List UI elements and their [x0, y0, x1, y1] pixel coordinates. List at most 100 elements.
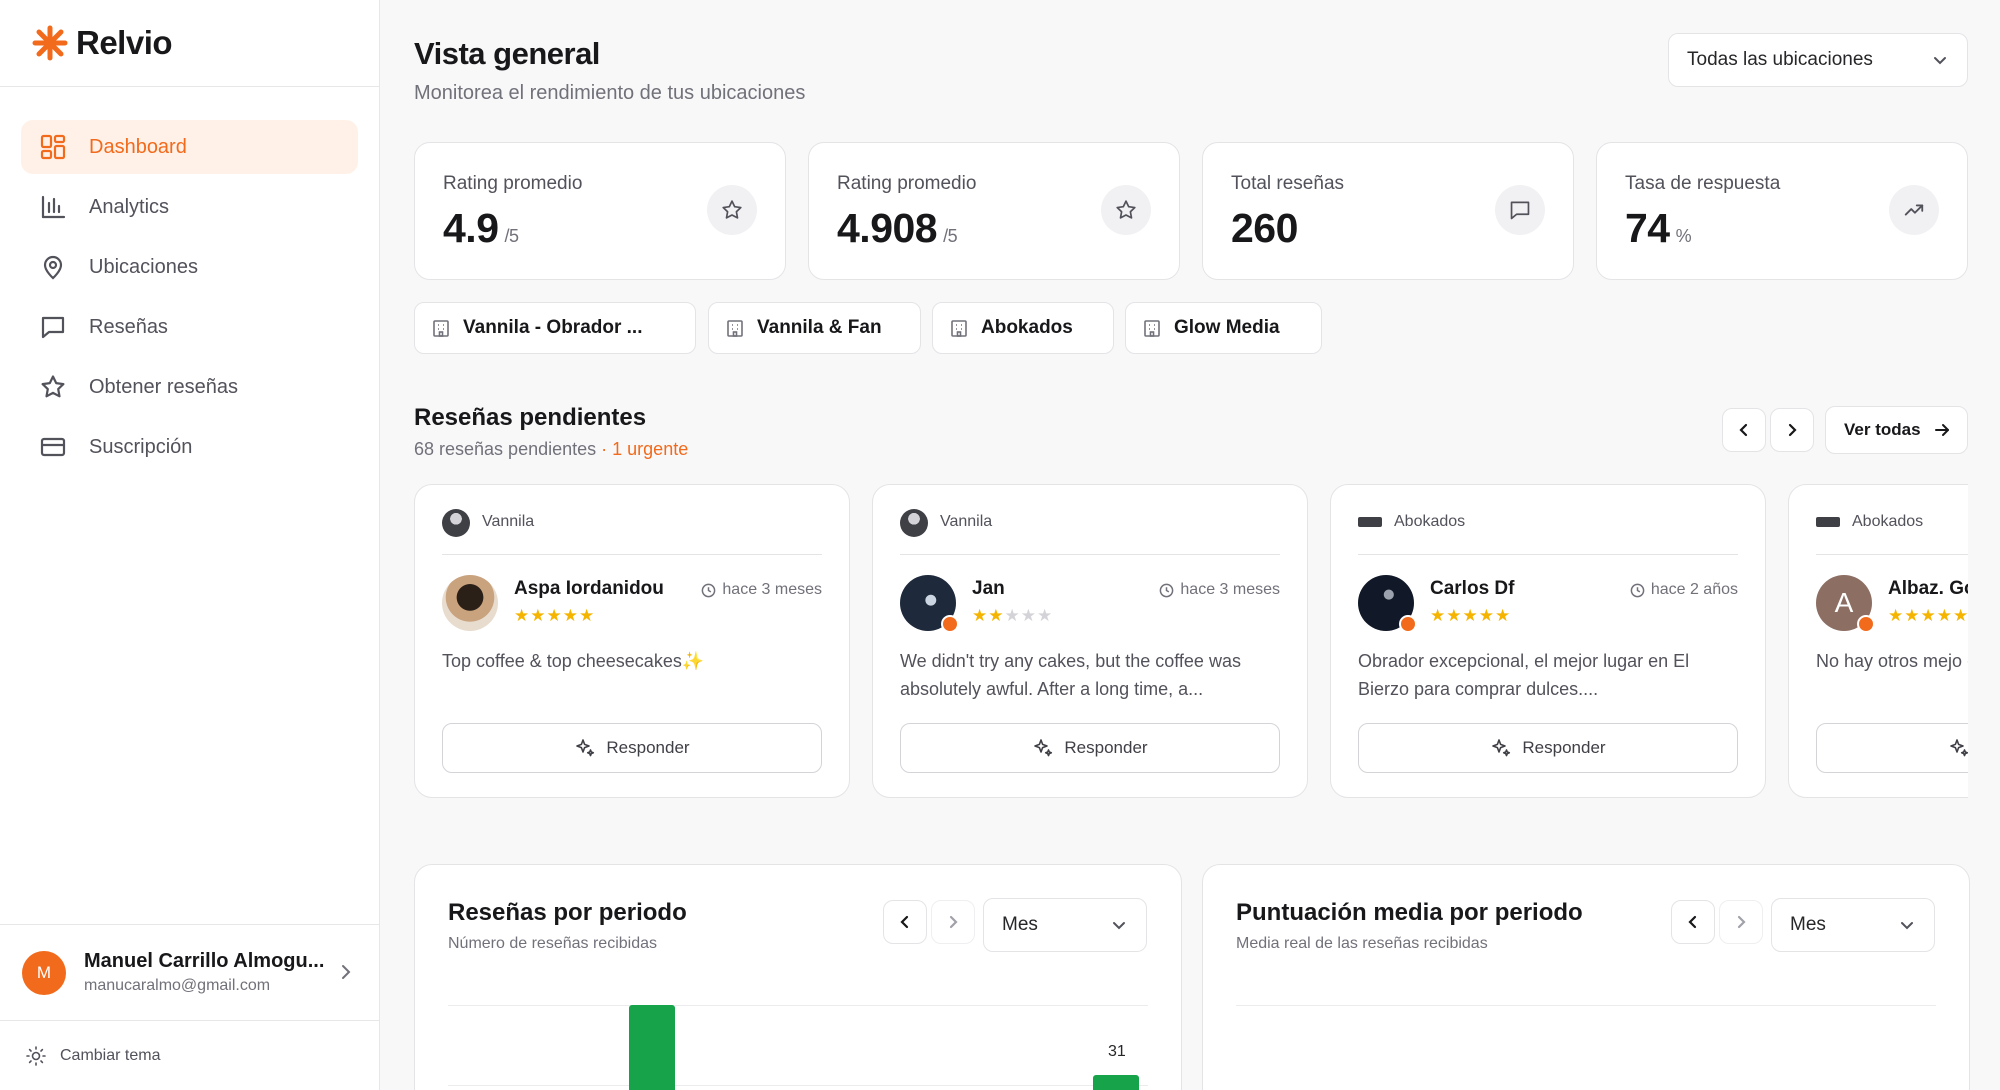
map-pin-icon: [39, 253, 67, 281]
review-time: hace 2 años: [1630, 581, 1738, 599]
review-card: Vannila Aspa Iordanidou ★★★★★ hace 3 mes…: [414, 484, 850, 798]
review-location: Abokados: [1358, 513, 1738, 555]
location-chip[interactable]: Abokados: [932, 302, 1114, 354]
grid-line: [448, 1085, 1148, 1086]
period-select-value: Mes: [1002, 914, 1038, 935]
stat-value: 74%: [1625, 205, 1692, 251]
chart-bar[interactable]: [629, 1005, 675, 1090]
trending-up-icon: [1889, 185, 1939, 235]
review-location: Vannila: [900, 509, 1280, 555]
clock-icon: [1630, 583, 1645, 597]
panel-subtitle: Número de reseñas recibidas: [448, 935, 657, 952]
sidebar-item-obtener-resenas[interactable]: Obtener reseñas: [21, 360, 358, 414]
period-select[interactable]: Mes: [983, 898, 1147, 952]
urgent-count: · 1 urgente: [601, 439, 689, 459]
user-profile[interactable]: M Manuel Carrillo Almogu... manucaralmo@…: [0, 924, 379, 1020]
user-name: Manuel Carrillo Almogu...: [84, 950, 325, 972]
avatar: [442, 575, 498, 631]
stat-value: 4.9/5: [443, 205, 519, 251]
building-icon: [727, 320, 743, 337]
logo[interactable]: Relvio: [0, 0, 379, 87]
location-chip[interactable]: Vannila & Fan: [708, 302, 921, 354]
chart-bar[interactable]: [1093, 1075, 1139, 1090]
stat-card-rating-precise: Rating promedio 4.908/5: [808, 142, 1180, 280]
local-guide-badge: [941, 615, 959, 633]
reviews-carousel: Vannila Aspa Iordanidou ★★★★★ hace 3 mes…: [414, 484, 1968, 800]
chevron-left-icon: [1739, 423, 1748, 437]
period-next-button[interactable]: [931, 900, 975, 944]
review-time: hace 3 meses: [701, 581, 822, 599]
reply-button[interactable]: Responder: [442, 723, 822, 773]
review-author: Carlos Df: [1430, 578, 1515, 599]
sidebar-nav: Dashboard Analytics Ubicaciones Reseñas …: [0, 87, 379, 474]
reply-button[interactable]: Responder: [1358, 723, 1738, 773]
review-author: Albaz. Go: [1888, 578, 1968, 599]
avatar: M: [22, 950, 66, 995]
stat-value: 260: [1231, 205, 1298, 251]
view-all-label: Ver todas: [1844, 420, 1921, 439]
review-author: Jan: [972, 578, 1005, 599]
chevron-down-icon: [1113, 922, 1125, 930]
location-select[interactable]: Todas las ubicaciones: [1668, 33, 1968, 87]
sidebar-item-suscripcion[interactable]: Suscripción: [21, 420, 358, 474]
location-chip[interactable]: Glow Media: [1125, 302, 1322, 354]
sun-icon: [26, 1045, 46, 1066]
view-all-button[interactable]: Ver todas: [1825, 406, 1968, 454]
review-card: Abokados A Albaz. Go ★★★★★ No hay otros …: [1788, 484, 1968, 798]
sidebar-item-label: Obtener reseñas: [89, 375, 238, 398]
period-prev-button[interactable]: [1671, 900, 1715, 944]
chevron-right-icon: [1788, 423, 1797, 437]
sparkles-icon: [1034, 739, 1053, 757]
location-logo: [1358, 517, 1382, 527]
rating-stars: ★★★★★: [972, 606, 1054, 625]
credit-card-icon: [39, 433, 67, 461]
sidebar-item-dashboard[interactable]: Dashboard: [21, 120, 358, 174]
period-select[interactable]: Mes: [1771, 898, 1935, 952]
sidebar-item-label: Reseñas: [89, 315, 168, 338]
location-chip-label: Vannila & Fan: [757, 317, 882, 338]
location-chip-label: Abokados: [981, 317, 1073, 338]
app-name: Relvio: [76, 24, 173, 61]
panel-title: Reseñas por periodo: [448, 899, 687, 926]
stat-label: Rating promedio: [443, 173, 583, 194]
sidebar-item-label: Ubicaciones: [89, 255, 198, 278]
review-location: Abokados: [1816, 513, 1968, 555]
page-title: Vista general: [414, 36, 600, 71]
sidebar-item-ubicaciones[interactable]: Ubicaciones: [21, 240, 358, 294]
chevron-right-icon: [342, 965, 351, 979]
reply-button[interactable]: Responder: [1816, 723, 1968, 773]
stat-card-response-rate: Tasa de respuesta 74%: [1596, 142, 1968, 280]
review-text: Top coffee & top cheesecakes✨: [442, 651, 705, 671]
carousel-prev-button[interactable]: [1722, 408, 1766, 452]
sidebar-item-resenas[interactable]: Reseñas: [21, 300, 358, 354]
location-logo: [442, 509, 470, 537]
clock-icon: [1160, 583, 1174, 597]
sidebar: Relvio Dashboard Analytics Ubicaciones R…: [0, 0, 380, 1090]
carousel-next-button[interactable]: [1770, 408, 1814, 452]
local-guide-badge: [1399, 615, 1417, 633]
location-chip[interactable]: Vannila - Obrador ...: [414, 302, 696, 354]
stat-value: 4.908/5: [837, 205, 958, 251]
reply-button[interactable]: Responder: [900, 723, 1280, 773]
stat-card-rating: Rating promedio 4.9/5: [414, 142, 786, 280]
building-icon: [1144, 320, 1160, 337]
location-logo: [1816, 517, 1840, 527]
location-chip-label: Vannila - Obrador ...: [463, 317, 643, 338]
period-prev-button[interactable]: [883, 900, 927, 944]
user-email: manucaralmo@gmail.com: [84, 977, 271, 994]
reviews-per-period-panel: Reseñas por periodo Número de reseñas re…: [414, 864, 1182, 1090]
message-square-icon: [39, 313, 67, 341]
grid-line: [448, 1005, 1148, 1006]
chevron-right-icon: [949, 915, 958, 929]
star-icon: [1101, 185, 1151, 235]
sidebar-item-analytics[interactable]: Analytics: [21, 180, 358, 234]
panel-subtitle: Media real de las reseñas recibidas: [1236, 935, 1488, 952]
location-chip-label: Glow Media: [1174, 317, 1280, 338]
theme-toggle[interactable]: Cambiar tema: [0, 1020, 379, 1090]
clock-icon: [702, 583, 716, 597]
sidebar-item-label: Analytics: [89, 195, 170, 218]
review-card: Vannila Jan ★★★★★ hace 3 meses We didn't…: [872, 484, 1308, 798]
period-next-button[interactable]: [1719, 900, 1763, 944]
location-logo: [900, 509, 928, 537]
rating-stars: ★★★★★: [514, 606, 596, 625]
